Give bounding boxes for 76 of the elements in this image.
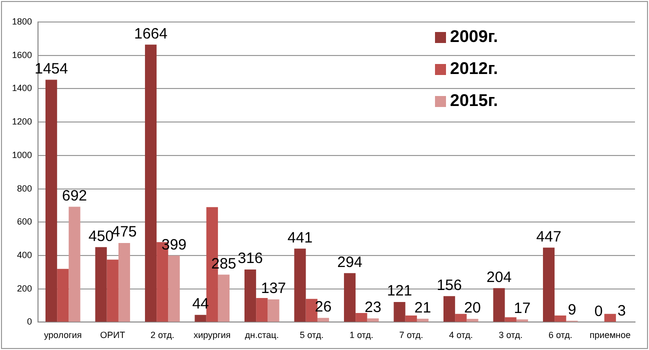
bar	[106, 260, 118, 322]
legend-label: 2009г.	[450, 27, 498, 47]
bar	[268, 299, 280, 322]
y-tick-label: 800	[16, 183, 32, 194]
y-tick-label: 400	[16, 250, 32, 260]
data-label: 447	[536, 228, 562, 246]
bar	[493, 288, 505, 322]
data-label: 1454	[34, 60, 68, 78]
data-label: 23	[364, 299, 382, 316]
bar	[256, 298, 268, 322]
bar	[504, 317, 516, 322]
data-label: 17	[514, 300, 531, 318]
bar	[244, 270, 256, 322]
y-tick-label: 1800	[12, 16, 32, 26]
x-tick-label: хирургия	[194, 330, 231, 340]
data-label: 0	[594, 302, 603, 320]
x-tick-label: урология	[44, 330, 82, 340]
data-label: 294	[337, 254, 362, 271]
y-tick-label: 1400	[12, 83, 32, 94]
bar	[317, 318, 330, 322]
x-tick-label: 6 отд.	[548, 330, 572, 340]
y-tick-label: 200	[16, 283, 32, 294]
data-label: 1664	[134, 25, 168, 42]
bar	[68, 206, 80, 322]
data-label: 121	[387, 282, 412, 300]
data-label: 20	[464, 300, 481, 317]
data-label: 692	[62, 187, 88, 204]
data-label: 399	[161, 236, 187, 254]
data-label: 450	[88, 228, 114, 245]
data-label: 441	[288, 229, 313, 246]
bar	[45, 80, 58, 322]
bar	[294, 248, 306, 322]
bar	[144, 44, 157, 322]
bar	[218, 274, 230, 322]
bar	[542, 248, 555, 322]
x-tick-label: 7 отд.	[399, 330, 424, 340]
bar	[57, 268, 69, 322]
data-label: 316	[238, 250, 263, 268]
x-tick-label: 4 отд.	[448, 330, 473, 340]
bar	[443, 296, 456, 322]
data-label: 3	[618, 302, 626, 320]
x-tick-label: ОРИТ	[100, 330, 126, 340]
bar	[367, 318, 379, 322]
x-tick-label: дн.стац.	[244, 330, 279, 340]
bar	[405, 316, 417, 322]
data-label: 475	[112, 224, 137, 241]
bar	[168, 256, 180, 322]
x-tick-label: 5 отд.	[300, 330, 324, 340]
bar	[306, 298, 318, 322]
x-tick-label: 3 отд.	[498, 330, 523, 340]
y-tick-label: 1200	[12, 116, 32, 127]
x-tick-label: 1 отд.	[349, 330, 374, 340]
y-tick-label: 1000	[12, 150, 32, 160]
bar	[95, 247, 107, 322]
x-tick-label: приемное	[590, 330, 631, 340]
bar	[455, 314, 467, 322]
legend-label: 2015г.	[450, 91, 498, 111]
bar	[466, 318, 478, 322]
bar	[118, 242, 130, 322]
x-tick-label: 2 отд.	[150, 330, 174, 340]
bar	[344, 273, 356, 322]
y-tick-label: 600	[16, 216, 32, 227]
data-label: 137	[260, 280, 286, 297]
y-tick-label: 1600	[12, 50, 32, 60]
data-label: 156	[436, 276, 462, 294]
bar	[394, 302, 406, 322]
bar	[356, 313, 368, 322]
data-label: 9	[568, 301, 576, 318]
bar	[194, 314, 206, 322]
bar	[416, 318, 429, 322]
bar	[604, 314, 616, 322]
data-label: 204	[486, 268, 512, 286]
bar	[554, 316, 566, 322]
legend-label: 2012г.	[450, 59, 498, 79]
y-tick-label: 0	[27, 316, 32, 327]
data-label: 21	[414, 299, 432, 316]
